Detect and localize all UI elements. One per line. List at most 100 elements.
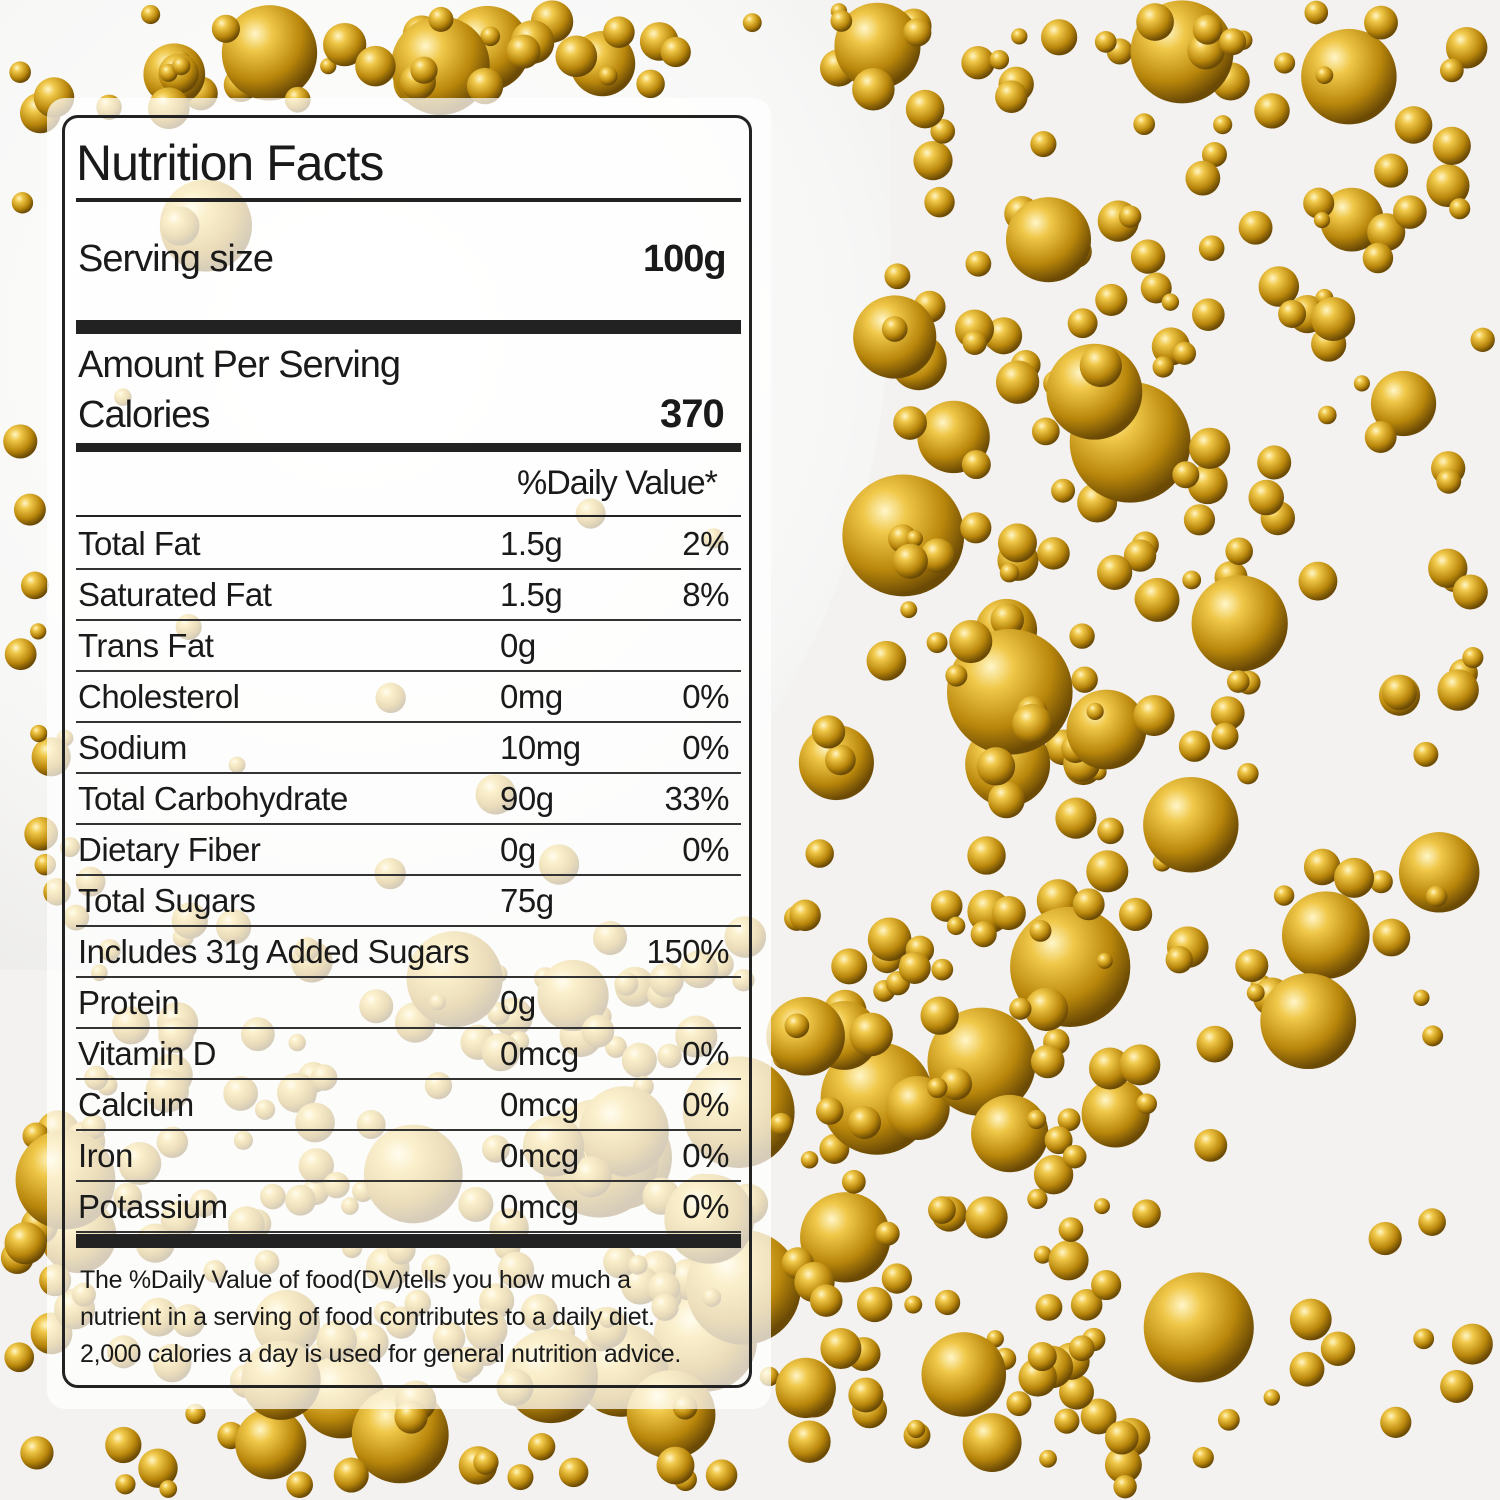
gold-sprinkle: [1301, 28, 1397, 125]
gold-sprinkle: [927, 1077, 948, 1098]
gold-sprinkle: [1062, 1144, 1087, 1169]
gold-sprinkle: [1070, 1289, 1103, 1321]
gold-sprinkle: [946, 916, 966, 936]
nutrient-name: Total Carbohydrate: [78, 780, 348, 817]
nutrition-label-border: [62, 115, 752, 1388]
gold-sprinkle: [1068, 1335, 1095, 1362]
nutrient-row: Total Sugars 75g: [76, 876, 741, 927]
gold-sprinkle: [989, 50, 1010, 70]
gold-sprinkle: [875, 1221, 900, 1246]
nutrient-row: Protein 0g: [76, 978, 741, 1029]
nutrient-name: Calcium: [78, 1086, 194, 1123]
gold-sprinkle: [480, 26, 501, 47]
gold-sprinkle: [1178, 730, 1211, 762]
gold-sprinkle: [20, 571, 49, 600]
gold-sprinkle: [507, 1464, 534, 1491]
gold-sprinkle: [965, 250, 992, 277]
gold-sprinkle: [1237, 762, 1259, 785]
gold-sprinkle: [1470, 327, 1495, 352]
nutrient-daily-value: 0%: [682, 678, 729, 715]
gold-sprinkle: [985, 317, 1023, 355]
gold-sprinkle: [1217, 1408, 1240, 1431]
gold-sprinkle: [769, 1112, 793, 1136]
divider: [76, 515, 741, 517]
nutrient-amount: 0mcg: [500, 1137, 579, 1174]
nutrient-amount: 75g: [500, 882, 554, 919]
gold-sprinkle: [1225, 537, 1253, 566]
gold-sprinkle: [333, 1457, 369, 1493]
gold-sprinkle: [867, 917, 912, 962]
gold-sprinkle: [1364, 5, 1398, 40]
gold-sprinkle: [1246, 983, 1265, 1002]
gold-sprinkle: [1118, 897, 1153, 931]
gold-sprinkle: [1318, 405, 1337, 425]
gold-sprinkle: [921, 1332, 1007, 1417]
gold-sprinkle: [20, 1436, 54, 1470]
gold-sprinkle: [1033, 1154, 1074, 1195]
gold-sprinkle: [926, 632, 948, 654]
gold-sprinkle: [9, 61, 31, 83]
gold-sprinkle: [1425, 885, 1448, 908]
gold-sprinkle: [945, 664, 968, 687]
gold-sprinkle: [1152, 356, 1174, 378]
gold-sprinkle: [1273, 885, 1295, 906]
nutrient-row: Total Carbohydrate 90g 33%: [76, 774, 741, 825]
gold-sprinkle: [990, 602, 1024, 637]
gold-sprinkle: [961, 45, 995, 80]
gold-sprinkle: [1048, 1240, 1089, 1281]
gold-sprinkle: [13, 493, 46, 526]
gold-sprinkle: [1452, 574, 1488, 610]
gold-sprinkle: [1037, 537, 1070, 570]
gold-sprinkle: [1066, 689, 1147, 770]
nutrient-amount: 1.5g: [500, 576, 563, 613]
gold-sprinkle: [1133, 694, 1175, 737]
gold-sprinkle: [903, 18, 932, 47]
nutrient-amount: 90g: [500, 780, 554, 817]
gold-sprinkle: [286, 1471, 313, 1499]
gold-sprinkle: [884, 263, 911, 290]
gold-sprinkle: [410, 56, 438, 84]
serving-size-value: 100g: [643, 238, 727, 280]
gold-sprinkle: [995, 80, 1028, 113]
nutrient-row: Total Fat 1.5g 2%: [76, 519, 741, 570]
gold-sprinkle: [1418, 1208, 1446, 1236]
gold-sprinkle: [11, 192, 34, 214]
gold-sprinkle: [905, 89, 945, 129]
gold-sprinkle: [1136, 1093, 1157, 1115]
amount-per-serving: Amount Per Serving: [78, 344, 401, 386]
gold-sprinkle: [997, 523, 1037, 563]
gold-sprinkle: [900, 601, 918, 619]
gold-sprinkle: [1428, 548, 1468, 588]
gold-sprinkle: [1192, 298, 1225, 331]
gold-sprinkle: [766, 996, 845, 1076]
gold-sprinkle: [1132, 1199, 1161, 1228]
gold-sprinkle: [788, 1420, 831, 1463]
gold-sprinkle: [934, 1289, 961, 1316]
gold-sprinkle: [849, 1012, 893, 1057]
gold-sprinkle: [323, 22, 367, 67]
nutrient-daily-value: 2%: [682, 525, 729, 562]
gold-sprinkle: [811, 715, 846, 749]
gold-sprinkle: [211, 14, 240, 43]
gold-sprinkle: [1133, 113, 1156, 136]
gold-sprinkle: [1027, 1341, 1057, 1372]
gold-sprinkle: [1094, 30, 1117, 53]
footnote-line: The %Daily Value of food(DV)tells you ho…: [80, 1266, 631, 1294]
gold-sprinkle: [1274, 52, 1296, 74]
gold-sprinkle: [1432, 126, 1471, 165]
gold-sprinkle: [4, 1222, 47, 1265]
gold-sprinkle: [1362, 242, 1394, 274]
thick-divider: [76, 443, 741, 452]
gold-sprinkle: [1192, 1446, 1214, 1469]
gold-sprinkle: [1165, 946, 1193, 974]
gold-sprinkle: [924, 186, 955, 218]
gold-sprinkle: [1315, 66, 1334, 85]
nutrition-panel: [47, 98, 771, 1409]
gold-sprinkle: [939, 1067, 973, 1101]
gold-sprinkle: [428, 6, 454, 32]
gold-sprinkle: [1370, 370, 1437, 437]
gold-sprinkle: [1086, 702, 1104, 721]
gold-sprinkle: [904, 1295, 923, 1314]
gold-sprinkle: [1051, 478, 1076, 503]
gold-sprinkle: [1303, 187, 1335, 219]
